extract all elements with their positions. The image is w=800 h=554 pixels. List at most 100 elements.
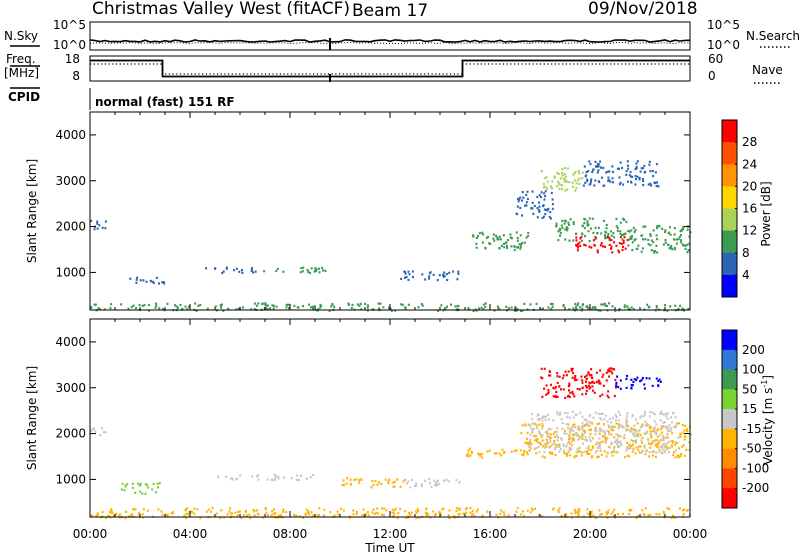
velocity-cell	[663, 512, 665, 515]
velocity-cell	[659, 439, 662, 442]
velocity-cell	[471, 509, 474, 512]
velocity-cell	[678, 454, 681, 458]
velocity-cell	[244, 511, 247, 514]
velocity-cell	[309, 476, 312, 479]
velocity-cell	[545, 393, 548, 396]
power-cell	[235, 267, 238, 270]
power-cell	[588, 245, 591, 248]
velocity-cell	[152, 482, 155, 485]
power-cell	[640, 167, 643, 170]
velocity-cell	[548, 374, 550, 377]
velocity-cell	[611, 454, 614, 457]
velocity-cell	[93, 427, 96, 430]
velocity-cell	[636, 422, 639, 425]
power-cell	[220, 304, 222, 307]
velocity-cell	[342, 479, 345, 482]
power-cell	[619, 232, 622, 235]
velocity-cell	[686, 509, 688, 512]
power-cell	[589, 227, 592, 230]
power-cell	[519, 247, 522, 250]
power-colorbar-tick: 20	[742, 179, 757, 193]
velocity-cell	[561, 377, 564, 380]
power-cell	[684, 244, 687, 247]
power-cell	[411, 270, 414, 273]
power-cell	[592, 168, 595, 171]
velocity-cell	[533, 447, 536, 450]
velocity-cell	[340, 507, 342, 510]
velocity-cell	[549, 451, 551, 454]
power-cell	[161, 281, 164, 284]
velocity-cell	[630, 387, 633, 390]
velocity-cell	[581, 424, 584, 428]
velocity-cell	[430, 485, 433, 489]
power-cell	[578, 177, 581, 180]
velocity-cell	[663, 446, 666, 449]
velocity-cell	[672, 451, 675, 454]
velocity-cell	[662, 436, 665, 440]
velocity-cell	[541, 427, 544, 430]
power-cell	[558, 227, 561, 230]
velocity-cell	[144, 492, 147, 495]
power-cell	[401, 303, 404, 306]
power-cell	[673, 238, 676, 241]
velocity-cell	[185, 512, 188, 516]
velocity-cell	[238, 510, 241, 513]
velocity-cell	[527, 423, 530, 426]
power-cell	[158, 282, 160, 285]
power-cell	[579, 237, 582, 240]
power-cell	[254, 270, 257, 273]
velocity-cell	[244, 509, 247, 512]
velocity-cell	[323, 514, 325, 517]
noise-tick-left-bottom: 10^0	[53, 38, 86, 52]
velocity-cell	[570, 438, 573, 441]
power-cell	[594, 236, 597, 239]
power-cell	[593, 244, 596, 247]
velocity-cell	[566, 454, 569, 457]
velocity-cell	[277, 476, 280, 479]
velocity-cell	[353, 478, 356, 481]
velocity-cell	[640, 379, 643, 382]
velocity-cell	[617, 419, 620, 422]
velocity-cell	[555, 430, 558, 433]
velocity-cell	[575, 378, 578, 381]
velocity-cell	[295, 478, 298, 481]
power-cell	[675, 242, 678, 245]
velocity-cell	[415, 482, 418, 485]
velocity-cell	[610, 421, 613, 424]
velocity-cell	[587, 448, 590, 451]
velocity-cell	[481, 452, 484, 456]
power-colorbar-swatch	[722, 208, 737, 232]
velocity-cell	[537, 429, 540, 432]
velocity-cell	[274, 512, 277, 515]
velocity-cell	[469, 506, 472, 510]
power-cell	[652, 241, 655, 244]
velocity-cell	[686, 428, 688, 431]
velocity-cell	[528, 445, 531, 448]
velocity-cell	[251, 475, 254, 478]
power-cell	[302, 305, 305, 308]
velocity-cell	[638, 451, 641, 454]
power-cell	[634, 174, 637, 178]
velocity-cell	[653, 427, 656, 430]
velocity-cell	[433, 483, 436, 486]
velocity-cell	[558, 375, 561, 378]
velocity-cell	[130, 514, 133, 517]
velocity-cell	[526, 441, 529, 444]
power-cell	[331, 303, 334, 306]
velocity-cell	[648, 424, 651, 427]
velocity-cell	[581, 437, 584, 440]
power-cell	[517, 197, 519, 200]
power-cell	[456, 278, 459, 281]
velocity-cell	[597, 412, 600, 415]
power-y-tick-label: 3000	[55, 174, 86, 188]
power-cell	[522, 196, 525, 199]
velocity-cell	[590, 448, 593, 452]
velocity-cell	[415, 510, 418, 513]
velocity-cell	[529, 438, 532, 441]
velocity-cell	[587, 445, 590, 448]
velocity-cell	[626, 374, 628, 378]
power-cell	[669, 305, 672, 308]
velocity-cell	[97, 513, 99, 516]
velocity-cell	[655, 513, 658, 516]
power-cell	[493, 239, 496, 242]
